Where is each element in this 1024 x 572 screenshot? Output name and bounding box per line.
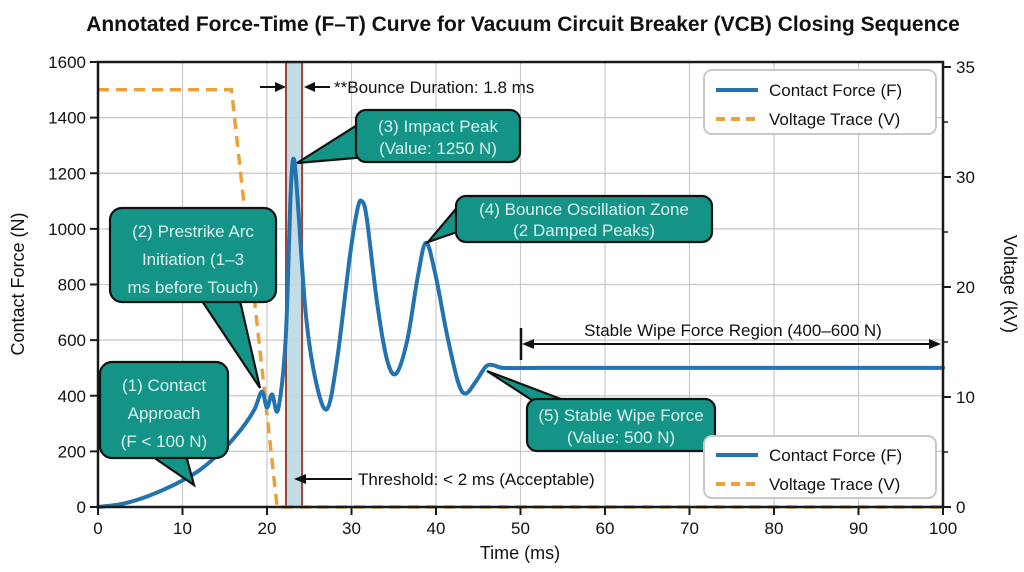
- callout-impact-peak: (3) Impact Peak (Value: 1250 N): [296, 108, 522, 165]
- tick-marks: [90, 61, 951, 515]
- y-left-tick-label: 1000: [48, 220, 86, 239]
- legend-top: Contact Force (F) Voltage Trace (V): [703, 69, 937, 135]
- callout-contact-approach: (1) Contact Approach (F < 100 N): [98, 360, 230, 488]
- x-tick-label: 60: [596, 519, 615, 538]
- contact-force-line: [96, 156, 945, 509]
- callout1-line1: (1) Contact: [122, 376, 206, 395]
- legend-bottom-voltage-label: Voltage Trace (V): [769, 475, 900, 494]
- bounce-duration-text: **Bounce Duration: 1.8 ms: [334, 78, 534, 97]
- legend-top-voltage-label: Voltage Trace (V): [769, 110, 900, 129]
- y-left-tick-label: 0: [77, 498, 86, 517]
- x-tick-label: 0: [93, 519, 102, 538]
- callout4-line1: (4) Bounce Oscillation Zone: [479, 200, 689, 219]
- y-left-tick-label: 1400: [48, 109, 86, 128]
- callout1-line2: Approach: [128, 404, 201, 423]
- threshold-arrow-head-icon: [294, 474, 306, 484]
- y-left-tick-label: 400: [58, 387, 86, 406]
- y-axis-right-label: Voltage (kV): [1000, 235, 1020, 333]
- callout4-line2: (2 Damped Peaks): [513, 221, 655, 240]
- callout3-box: [354, 108, 522, 164]
- callout2-box: [108, 206, 278, 304]
- wipe-region-text: Stable Wipe Force Region (400–600 N): [584, 321, 882, 340]
- threshold-text: Threshold: < 2 ms (Acceptable): [358, 470, 595, 489]
- callout2-line2: Initiation (1–3: [142, 250, 244, 269]
- threshold-annotation: Threshold: < 2 ms (Acceptable): [294, 470, 595, 489]
- bounce-arrow-right-head-icon: [304, 82, 315, 92]
- bounce-duration-annotation: **Bounce Duration: 1.8 ms: [260, 78, 534, 97]
- x-tick-label: 20: [258, 519, 277, 538]
- x-axis-label: Time (ms): [480, 543, 560, 563]
- legend-top-force-label: Contact Force (F): [769, 81, 902, 100]
- y-axis-left-label: Contact Force (N): [8, 212, 28, 355]
- callout5-line2: (Value: 500 N): [567, 428, 675, 447]
- chart-title: Annotated Force-Time (F–T) Curve for Vac…: [86, 13, 960, 36]
- callout-bounce-oscillation: (4) Bounce Oscillation Zone (2 Damped Pe…: [424, 194, 714, 245]
- x-tick-label: 100: [929, 519, 957, 538]
- y-right-tick-label: 20: [956, 278, 975, 297]
- y-left-tick-label: 1600: [48, 53, 86, 72]
- y-left-tick-label: 600: [58, 331, 86, 350]
- callout-stable-wipe: (5) Stable Wipe Force (Value: 500 N): [486, 369, 717, 453]
- y-right-tick-label: 10: [956, 388, 975, 407]
- y-right-tick-label: 0: [956, 498, 965, 517]
- callout5-box: [525, 397, 717, 453]
- callout2-line3: ms before Touch): [127, 278, 258, 297]
- y-left-tick-label: 800: [58, 276, 86, 295]
- y-right-tick-label: 30: [956, 168, 975, 187]
- tick-labels: 0 10 20 30 40 50 60 70 80 90 100020040060080010001…: [48, 53, 975, 538]
- callout2-line1: (2) Prestrike Arc: [132, 222, 254, 241]
- x-tick-label: 30: [342, 519, 361, 538]
- y-left-tick-label: 200: [58, 442, 86, 461]
- bounce-arrow-left-head-icon: [275, 82, 286, 92]
- legend-bottom-box: [703, 435, 937, 499]
- wipe-region-annotation: Stable Wipe Force Region (400–600 N): [519, 321, 941, 360]
- x-tick-label: 10: [173, 519, 192, 538]
- callout-prestrike-arc: (2) Prestrike Arc Initiation (1–3 ms bef…: [108, 206, 278, 389]
- callout1-line3: (F < 100 N): [121, 432, 207, 451]
- x-tick-label: 50: [511, 519, 530, 538]
- legend-bottom-force-label: Contact Force (F): [769, 446, 902, 465]
- x-tick-label: 80: [765, 519, 784, 538]
- wipe-region-arrow-left-head-icon: [522, 339, 534, 349]
- legend-top-box: [703, 69, 937, 135]
- y-left-tick-label: 1200: [48, 164, 86, 183]
- callout3-line1: (3) Impact Peak: [378, 117, 498, 136]
- wipe-region-arrow-right-head-icon: [929, 339, 941, 349]
- legend-bottom: Contact Force (F) Voltage Trace (V): [703, 435, 937, 499]
- callout5-line1: (5) Stable Wipe Force: [538, 406, 703, 425]
- x-tick-label: 70: [680, 519, 699, 538]
- x-tick-label: 90: [849, 519, 868, 538]
- y-right-tick-label: 35: [956, 58, 975, 77]
- callout3-line2: (Value: 1250 N): [379, 139, 497, 158]
- callout1-box: [98, 360, 230, 460]
- callout4-box: [454, 194, 714, 244]
- x-tick-label: 40: [427, 519, 446, 538]
